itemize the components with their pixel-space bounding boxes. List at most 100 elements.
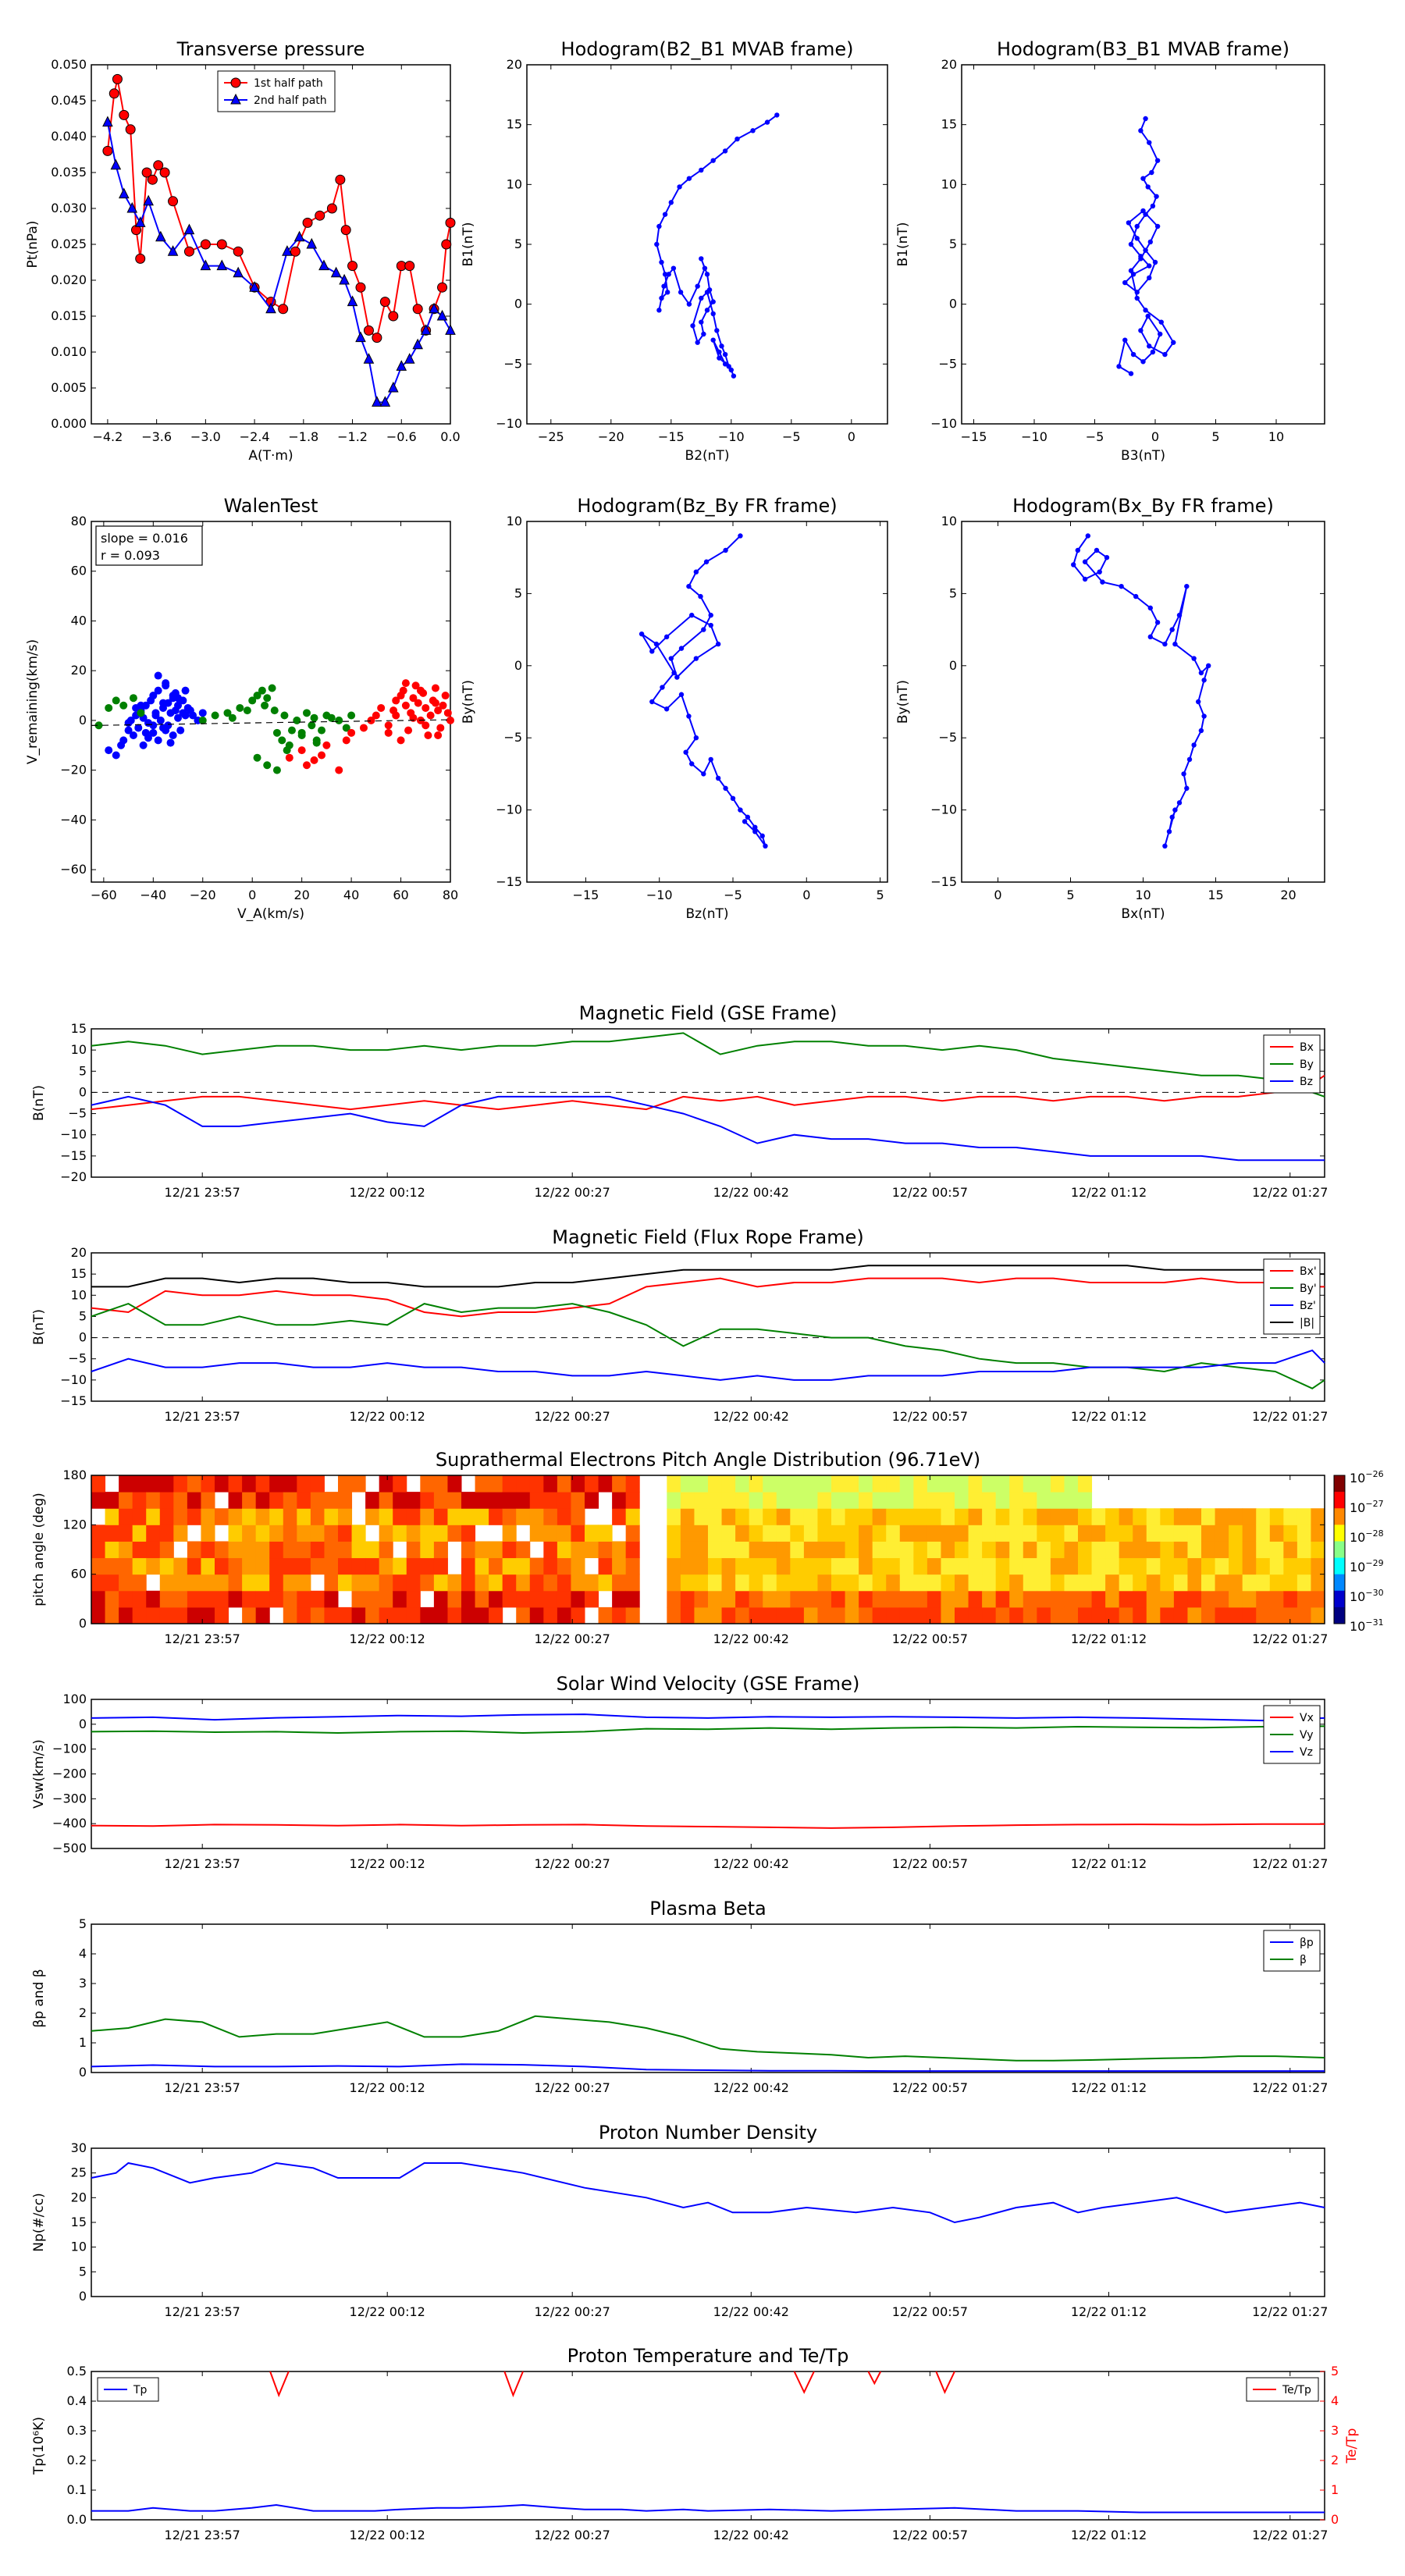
scatter-point [112,696,120,705]
heatmap-cell [338,1492,353,1509]
heatmap-cell [886,1541,901,1559]
x-axis-label: V_A(km/s) [237,906,304,922]
heatmap-cell [1201,1525,1216,1542]
data-point [339,273,350,285]
colorbar-cell [1334,1557,1345,1575]
heatmap-cell [886,1508,901,1525]
heatmap-cell [1269,1574,1284,1592]
heatmap-cell [763,1574,777,1592]
data-point [372,396,382,407]
colorbar-cell [1334,1590,1345,1608]
data-point [1134,295,1140,301]
x-tick-label: −25 [538,429,564,444]
heatmap-cell [433,1525,448,1542]
data-point [1154,194,1159,199]
heatmap-cell [1023,1475,1037,1493]
heatmap-cell [982,1574,997,1592]
time-tick-label: 12/22 01:27 [1252,1856,1328,1871]
heatmap-cell [215,1574,229,1592]
scatter-point [303,761,311,770]
heatmap-cell [694,1492,709,1509]
heatmap-cell [1105,1508,1120,1525]
y-tick-label: −5 [503,356,522,371]
heatmap-cell [393,1475,407,1493]
data-point [347,261,358,272]
x-tick-label: −1.2 [337,429,368,444]
time-tick-label: 12/22 00:12 [350,1631,425,1646]
heatmap-cell [1146,1541,1161,1559]
y-tick-label: 5 [514,237,522,251]
heatmap-cell [420,1541,435,1559]
heatmap-cell [995,1525,1010,1542]
heatmap-cell [721,1541,736,1559]
series-line [1118,118,1175,375]
heatmap-cell [927,1508,941,1525]
time-tick-label: 12/22 01:27 [1252,2528,1328,2542]
heatmap-cell [803,1475,818,1493]
heatmap-cell [1229,1541,1243,1559]
colorbar-label: 10−27 [1350,1499,1384,1515]
heatmap-cell [1283,1525,1298,1542]
heatmap-cell [489,1475,503,1493]
heatmap-cell [461,1574,476,1592]
fit-line [91,719,451,726]
data-point [745,814,751,820]
y-tick-label: 20 [71,1245,87,1260]
y-tick-label: 10 [507,514,522,528]
heatmap-cell [995,1492,1010,1509]
time-tick-label: 12/22 00:57 [892,1409,968,1424]
heatmap-cell [735,1574,750,1592]
scatter-point [270,706,279,715]
chart-hodogram-b2-b1: Hodogram(B2_B1 MVAB frame) −10 −5 0 5 10 15 20 −… [461,38,888,464]
heatmap-cell [749,1557,763,1575]
heatmap-cell [708,1590,723,1608]
data-point [678,290,684,295]
data-point [664,290,670,295]
y-tick-label: 100 [62,1692,87,1706]
heatmap-cell [927,1475,941,1493]
legend-label: Tp [133,2384,148,2396]
heatmap-cell [776,1541,791,1559]
heatmap-cell [91,1557,106,1575]
heatmap-cell [297,1492,311,1509]
data-point [1169,814,1175,820]
annotation-box [95,525,203,566]
data-point [1181,771,1186,777]
heatmap-cell [489,1590,503,1608]
y-tick-label: 0.025 [51,237,87,251]
x-tick-label: 60 [393,888,408,902]
heatmap-cell [297,1541,311,1559]
series-line [106,79,451,340]
legend-label: |B| [1300,1317,1314,1329]
legend-marker [230,93,241,105]
heatmap-cell [529,1557,544,1575]
heatmap-cell [1201,1508,1216,1525]
heatmap-cell [1037,1541,1051,1559]
y-tick-label: 60 [71,564,87,578]
y-axis-label: Np(#/cc) [31,2193,47,2251]
y-axis-label: Vsw(km/s) [31,1739,47,1809]
heatmap-cell [255,1475,270,1493]
heatmap-cell [365,1492,380,1509]
heatmap-cell [119,1606,133,1624]
data-point [1150,203,1156,209]
heatmap-cell [571,1475,585,1493]
scatter-point [401,679,410,688]
heatmap-cell [91,1492,106,1509]
y-tick-label: 0.5 [67,2364,87,2379]
heatmap-cell [749,1574,763,1592]
time-tick-label: 12/22 00:42 [713,1409,789,1424]
x-tick-label: 5 [1066,888,1074,902]
heatmap-cell [215,1508,229,1525]
heatmap-cell [1297,1557,1311,1575]
time-tick-label: 12/22 00:27 [535,2528,610,2542]
chart-title: Hodogram(Bz_By FR frame) [577,495,837,517]
data-point [153,160,164,171]
scatter-point [228,713,237,722]
data-point [731,373,737,379]
x-tick-label: −15 [658,429,685,444]
heatmap-cell [1037,1557,1051,1575]
heatmap-cell [1269,1541,1284,1559]
heatmap-cell [941,1492,955,1509]
heatmap-cell [1215,1574,1229,1592]
